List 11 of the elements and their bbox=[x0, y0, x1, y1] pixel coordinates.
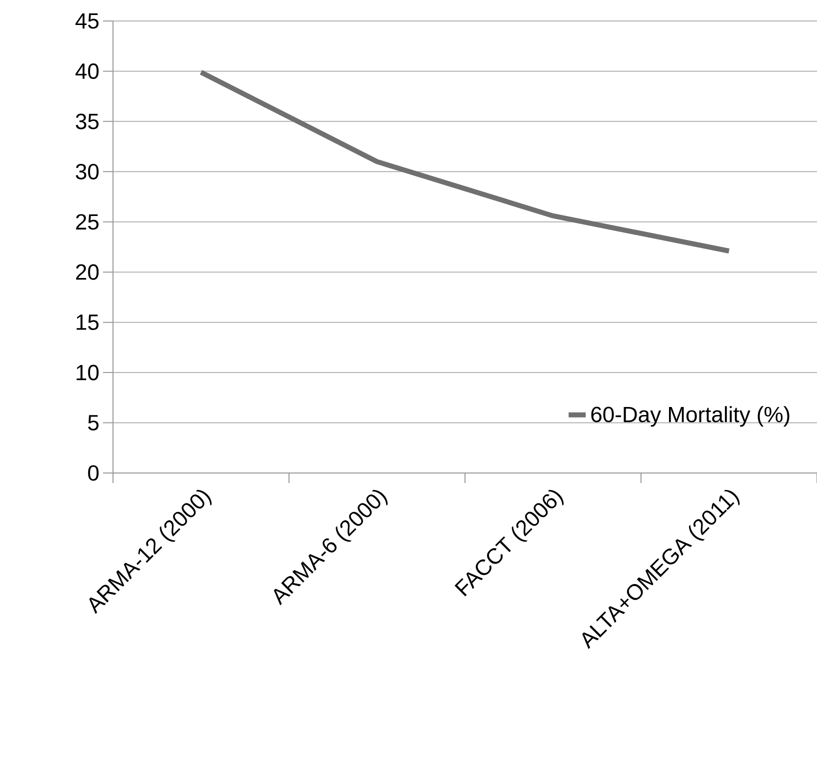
y-tick-label: 5 bbox=[88, 415, 99, 430]
legend-label: 60-Day Mortality (%) bbox=[591, 406, 790, 427]
y-tick-label: 45 bbox=[76, 13, 99, 29]
y-tick-label: 35 bbox=[76, 114, 99, 130]
y-tick-label: 30 bbox=[76, 164, 99, 180]
y-tick-label: 20 bbox=[76, 264, 99, 280]
y-tick-label: 0 bbox=[88, 465, 99, 481]
y-tick-label: 15 bbox=[76, 314, 99, 330]
y-tick-label: 25 bbox=[76, 214, 99, 230]
y-tick-label: 40 bbox=[76, 63, 99, 80]
y-tick-label: 10 bbox=[76, 364, 99, 380]
